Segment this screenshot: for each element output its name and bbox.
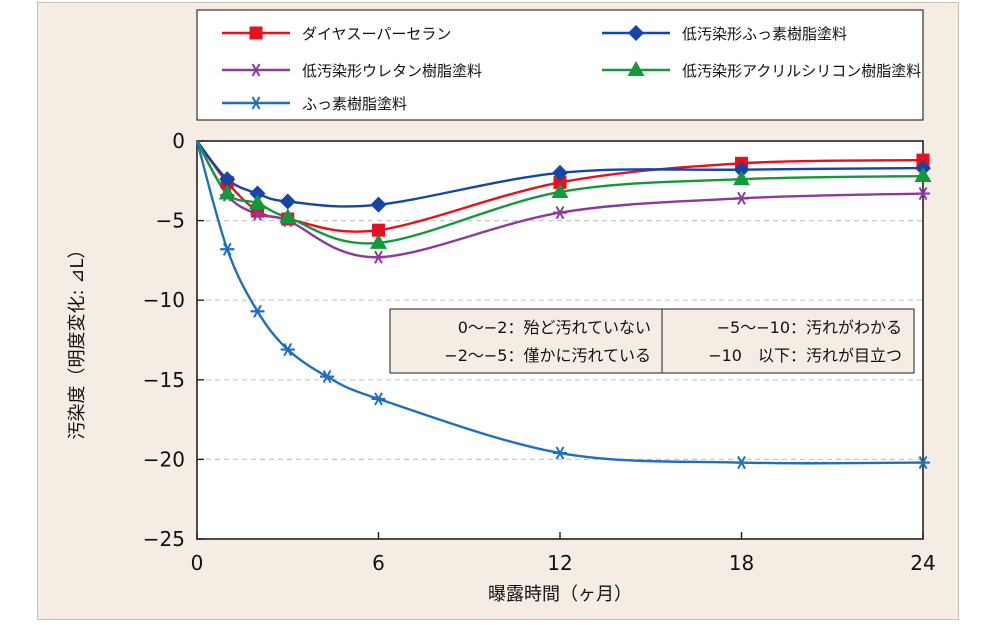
marker-triangle xyxy=(733,170,750,186)
x-tick-label: 6 xyxy=(372,551,385,575)
marker-square xyxy=(372,223,385,237)
marker-diamond xyxy=(552,164,568,181)
marker-asterisk xyxy=(220,242,235,256)
series-markers xyxy=(218,153,932,470)
legend-label: 低汚染形ウレタン樹脂塗料 xyxy=(302,62,482,80)
x-axis-title: 曝露時間（ヶ月） xyxy=(488,584,632,605)
marker-triangle xyxy=(218,184,236,200)
x-tick-label: 12 xyxy=(547,551,572,575)
marker-diamond xyxy=(249,185,266,202)
marker-asterisk xyxy=(916,456,930,470)
marker-diamond xyxy=(370,196,387,213)
x-tick-label: 24 xyxy=(910,551,935,575)
x-tick-label: 18 xyxy=(729,551,754,575)
marker-triangle xyxy=(551,182,569,198)
marker-triangle xyxy=(627,61,645,76)
legend-box xyxy=(196,9,924,121)
marker-asterisk xyxy=(734,191,749,205)
annotation-table: 0〜−2：殆ど汚れていない −5〜−10：汚れがわかる −2〜−5：僅かに汚れて… xyxy=(389,308,915,374)
x-axis-ticks: 0 6 12 18 24 xyxy=(191,532,936,575)
marker-square xyxy=(249,26,263,40)
y-tick-label: −25 xyxy=(143,527,185,551)
y-tick-label: −15 xyxy=(143,368,185,392)
marker-asterisk xyxy=(553,446,567,460)
marker-triangle xyxy=(914,167,932,183)
marker-diamond xyxy=(279,193,296,210)
marker-triangle xyxy=(249,194,266,210)
marker-asterisk xyxy=(320,370,335,384)
x-tick-label: 0 xyxy=(191,551,204,575)
marker-asterisk xyxy=(280,342,295,357)
legend-label: ふっ素樹脂塗料 xyxy=(302,95,407,113)
marker-asterisk xyxy=(250,207,265,221)
annotation-cell: 0〜−2：殆ど汚れていない xyxy=(458,318,651,337)
marker-asterisk xyxy=(916,186,930,201)
marker-diamond xyxy=(733,161,750,178)
legend-label: 低汚染形アクリルシリコン樹脂塗料 xyxy=(682,62,921,80)
legend-item: 低汚染形ウレタン樹脂塗料 xyxy=(222,62,482,80)
annotation-cell: −10 以下：汚れが目立つ xyxy=(708,346,902,365)
legend-item: 低汚染形アクリルシリコン樹脂塗料 xyxy=(602,61,921,80)
grid-lines xyxy=(197,220,923,460)
marker-diamond xyxy=(219,171,236,188)
marker-triangle xyxy=(279,208,297,224)
marker-asterisk xyxy=(250,304,265,318)
marker-triangle xyxy=(370,233,387,249)
marker-asterisk xyxy=(249,63,263,77)
marker-diamond xyxy=(628,25,644,41)
marker-square xyxy=(553,175,567,189)
y-tick-label: −20 xyxy=(143,447,185,471)
legend-item: ふっ素樹脂塗料 xyxy=(222,95,407,113)
legend-label: 低汚染形ふっ素樹脂塗料 xyxy=(682,25,847,43)
marker-asterisk xyxy=(371,392,386,406)
y-tick-label: 0 xyxy=(172,129,185,153)
marker-asterisk xyxy=(553,206,567,220)
marker-asterisk xyxy=(371,250,386,264)
y-tick-label: −5 xyxy=(156,209,185,233)
marker-asterisk xyxy=(734,456,749,470)
y-axis-title: 汚染度（明度変化: ⊿L） xyxy=(67,241,88,440)
y-axis-ticks: 0 −5 −10 −15 −20 −25 xyxy=(143,129,204,551)
annotation-cell: −2〜−5：僅かに汚れている xyxy=(444,346,651,365)
y-tick-label: −10 xyxy=(143,288,185,312)
legend-label: ダイヤスーパーセラン xyxy=(302,25,451,43)
annotation-cell: −5〜−10：汚れがわかる xyxy=(717,318,902,337)
legend-item: 低汚染形ふっ素樹脂塗料 xyxy=(602,25,847,43)
legend-item: ダイヤスーパーセラン xyxy=(222,25,451,43)
marker-asterisk xyxy=(249,96,263,110)
